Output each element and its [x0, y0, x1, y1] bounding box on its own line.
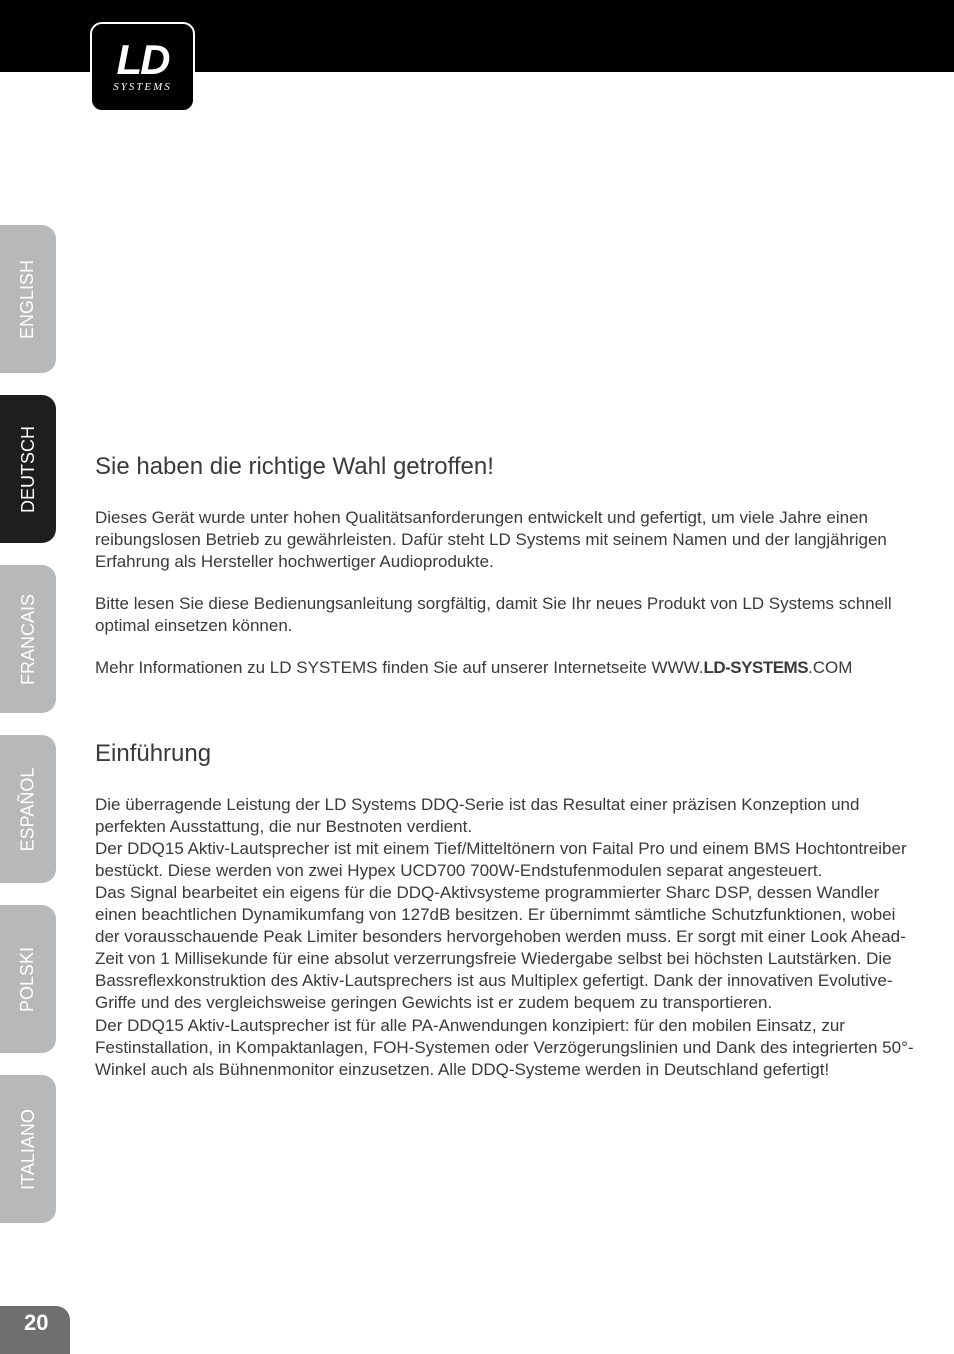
section2-p2: Der DDQ15 Aktiv-Lautsprecher ist mit ein… — [95, 838, 915, 882]
main-content: Sie haben die richtige Wahl getroffen! D… — [95, 453, 915, 1081]
section1-p2: Bitte lesen Sie diese Bedienungsanleitun… — [95, 593, 915, 637]
logo-main-text: LD — [117, 41, 169, 79]
tab-polski[interactable]: POLSKI — [0, 905, 56, 1053]
section1-p1: Dieses Gerät wurde unter hohen Qualitäts… — [95, 507, 915, 573]
tab-deutsch[interactable]: DEUTSCH — [0, 395, 56, 543]
tab-label: FRANCAIS — [18, 593, 39, 684]
section2-p3: Das Signal bearbeitet ein eigens für die… — [95, 882, 915, 1015]
tab-english[interactable]: ENGLISH — [0, 225, 56, 373]
brand-logo: LD SYSTEMS — [90, 22, 195, 112]
tab-label: ENGLISH — [18, 259, 39, 338]
section2-title: Einführung — [95, 740, 915, 768]
section1-title: Sie haben die richtige Wahl getroffen! — [95, 453, 915, 481]
tab-francais[interactable]: FRANCAIS — [0, 565, 56, 713]
p3-bold: LD-SYSTEMS — [703, 658, 808, 677]
p3-pre: Mehr Informationen zu LD SYSTEMS finden … — [95, 658, 703, 677]
tab-label: ITALIANO — [18, 1109, 39, 1190]
section2: Einführung Die überragende Leistung der … — [95, 740, 915, 1081]
section1-p3: Mehr Informationen zu LD SYSTEMS finden … — [95, 657, 915, 679]
language-tabs: ENGLISH DEUTSCH FRANCAIS ESPAÑOL POLSKI … — [0, 225, 56, 1223]
p3-post: .COM — [808, 658, 852, 677]
tab-label: ESPAÑOL — [18, 767, 39, 851]
tab-espanol[interactable]: ESPAÑOL — [0, 735, 56, 883]
section2-p1: Die überragende Leistung der LD Systems … — [95, 794, 915, 838]
tab-label: POLSKI — [18, 946, 39, 1011]
tab-label: DEUTSCH — [18, 425, 39, 512]
tab-italiano[interactable]: ITALIANO — [0, 1075, 56, 1223]
page-number: 20 — [24, 1310, 48, 1336]
section2-p4: Der DDQ15 Aktiv-Lautsprecher ist für all… — [95, 1015, 915, 1081]
logo-sub-text: SYSTEMS — [113, 81, 172, 93]
